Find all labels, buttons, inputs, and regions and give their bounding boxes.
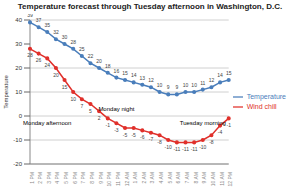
- svg-text:-1: -1: [106, 122, 111, 128]
- svg-text:13: 13: [140, 75, 146, 81]
- svg-text:7 AM: 7 AM: [184, 172, 190, 183]
- svg-text:14: 14: [131, 72, 137, 78]
- svg-text:18: 18: [105, 63, 111, 69]
- svg-text:20: 20: [96, 58, 102, 64]
- svg-text:-1: -1: [226, 122, 231, 128]
- svg-text:32: 32: [53, 29, 59, 35]
- svg-text:Temperature: Temperature: [8, 74, 9, 108]
- html-text:Wind chill: Wind chill: [246, 102, 277, 110]
- svg-text:20: 20: [15, 65, 22, 71]
- svg-text:12 PM: 12 PM: [227, 172, 233, 186]
- svg-text:Tuesday morning: Tuesday morning: [180, 120, 226, 126]
- svg-text:5: 5: [89, 108, 92, 114]
- svg-text:39: 39: [27, 14, 33, 18]
- svg-text:-8: -8: [157, 139, 162, 145]
- svg-text:Monday afternoon: Monday afternoon: [23, 120, 71, 126]
- svg-text:1 AM: 1 AM: [132, 172, 138, 183]
- svg-text:30: 30: [62, 34, 68, 40]
- svg-text:9: 9: [167, 84, 170, 90]
- svg-text:6 PM: 6 PM: [72, 172, 78, 184]
- svg-text:5 AM: 5 AM: [167, 172, 173, 183]
- svg-text:3 PM: 3 PM: [46, 172, 52, 184]
- svg-text:-4: -4: [218, 129, 223, 135]
- svg-text:-20: -20: [13, 161, 22, 167]
- svg-text:-8: -8: [209, 139, 214, 145]
- svg-text:8 AM: 8 AM: [193, 172, 199, 183]
- svg-text:10: 10: [191, 82, 197, 88]
- html-text:Temperature: Temperature: [246, 92, 286, 100]
- svg-text:10: 10: [183, 82, 189, 88]
- svg-text:15: 15: [122, 70, 128, 76]
- svg-text:15: 15: [226, 70, 232, 76]
- svg-text:11: 11: [200, 80, 205, 86]
- svg-text:5 PM: 5 PM: [63, 172, 69, 184]
- svg-text:4 PM: 4 PM: [54, 172, 60, 184]
- svg-text:22: 22: [88, 53, 94, 59]
- svg-text:-6: -6: [140, 134, 145, 140]
- svg-text:-11: -11: [182, 146, 189, 152]
- svg-text:2 PM: 2 PM: [37, 172, 43, 184]
- svg-text:10: 10: [70, 96, 76, 102]
- svg-text:4 AM: 4 AM: [158, 172, 164, 183]
- svg-text:-10: -10: [165, 144, 172, 150]
- svg-text:10: 10: [157, 82, 163, 88]
- svg-text:2: 2: [98, 115, 101, 121]
- svg-text:-10: -10: [13, 137, 22, 143]
- svg-text:10 PM: 10 PM: [106, 172, 112, 186]
- svg-text:10: 10: [15, 89, 22, 95]
- svg-text:-5: -5: [123, 132, 128, 138]
- svg-text:35: 35: [44, 22, 50, 28]
- svg-text:9: 9: [175, 84, 178, 90]
- svg-text:7: 7: [80, 103, 83, 109]
- svg-text:0: 0: [19, 113, 23, 119]
- svg-text:-11: -11: [173, 146, 180, 152]
- svg-text:-11: -11: [191, 146, 198, 152]
- svg-text:-10: -10: [199, 144, 206, 150]
- svg-text:24: 24: [44, 62, 50, 68]
- svg-text:12: 12: [148, 77, 154, 83]
- svg-text:26: 26: [36, 57, 42, 63]
- svg-text:Monday night: Monday night: [98, 106, 134, 112]
- html-text:Temperature forecast through T: Temperature forecast through Tuesday aft…: [17, 2, 283, 11]
- svg-text:20: 20: [53, 72, 59, 78]
- svg-text:15: 15: [62, 84, 68, 90]
- svg-text:-7: -7: [149, 136, 154, 142]
- svg-text:8 PM: 8 PM: [89, 172, 95, 184]
- svg-text:6 AM: 6 AM: [175, 172, 181, 183]
- svg-text:12: 12: [209, 77, 215, 83]
- svg-text:40: 40: [15, 17, 22, 23]
- svg-text:9 PM: 9 PM: [98, 172, 104, 184]
- svg-text:14: 14: [217, 72, 223, 78]
- svg-text:7 PM: 7 PM: [80, 172, 86, 184]
- svg-text:28: 28: [70, 39, 76, 45]
- svg-text:-3: -3: [114, 127, 119, 133]
- svg-text:-5: -5: [131, 132, 136, 138]
- svg-text:1 PM: 1 PM: [29, 172, 35, 184]
- svg-text:30: 30: [15, 41, 22, 47]
- svg-text:9 AM: 9 AM: [201, 172, 207, 183]
- svg-text:25: 25: [79, 46, 85, 52]
- svg-text:2 AM: 2 AM: [141, 172, 147, 183]
- svg-text:11 PM: 11 PM: [115, 172, 121, 186]
- svg-text:10 AM: 10 AM: [210, 172, 216, 186]
- svg-text:16: 16: [114, 68, 120, 74]
- svg-text:37: 37: [36, 17, 42, 23]
- svg-text:12 AM: 12 AM: [124, 172, 130, 186]
- svg-text:11 AM: 11 AM: [219, 172, 225, 186]
- svg-text:28: 28: [27, 52, 33, 58]
- svg-text:3 AM: 3 AM: [149, 172, 155, 183]
